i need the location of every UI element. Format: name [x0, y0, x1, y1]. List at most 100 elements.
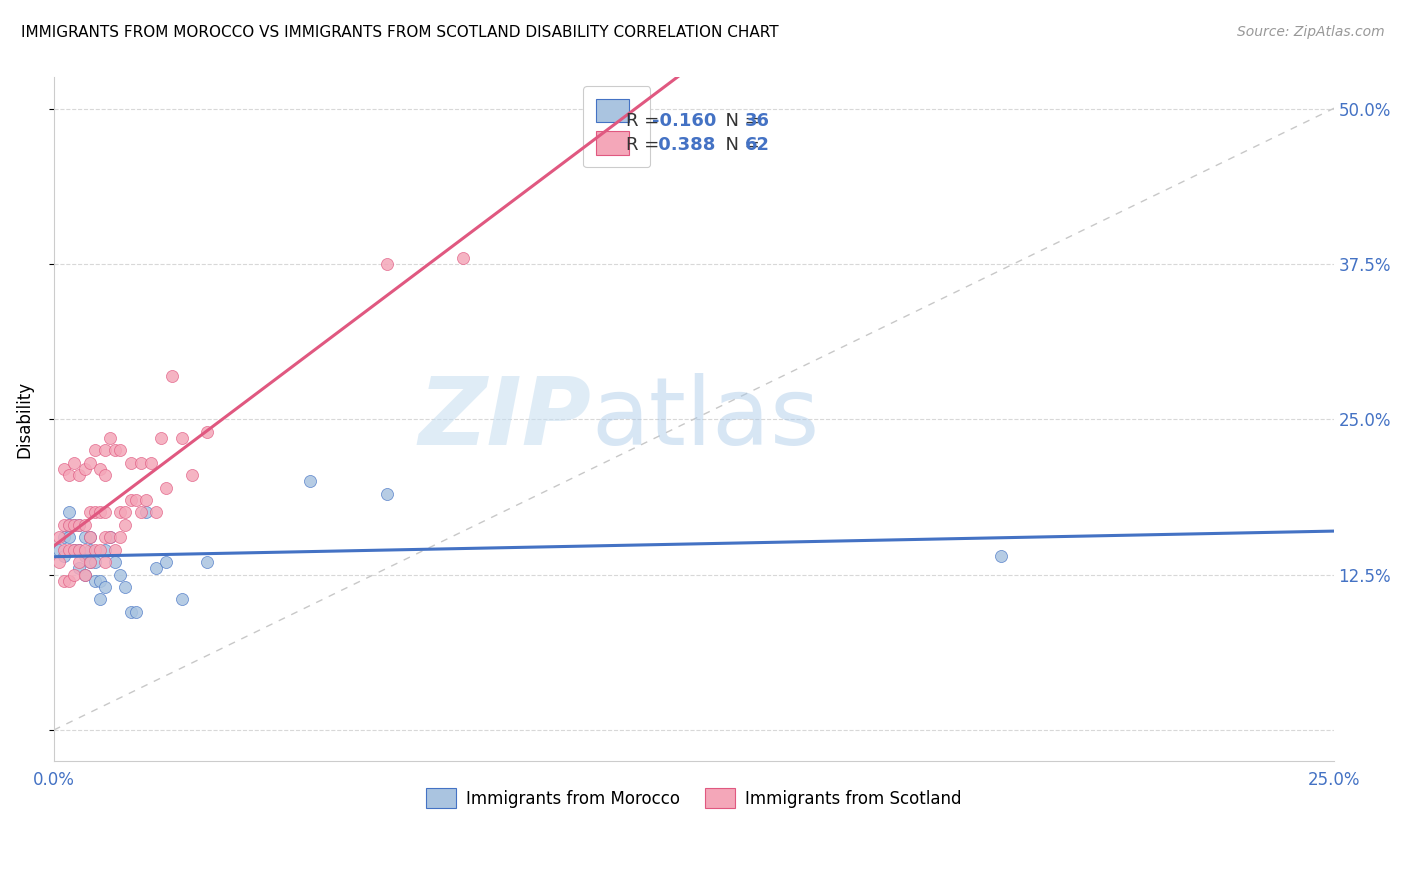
Point [67, 517, 90, 532]
Point [298, 475, 321, 489]
Point [114, 517, 136, 532]
Point [73, 549, 96, 563]
Point [110, 506, 132, 520]
Y-axis label: Disability: Disability [15, 381, 32, 458]
Point [125, 605, 148, 619]
Point [67, 517, 90, 532]
Point [110, 567, 132, 582]
Point [104, 443, 127, 458]
Point [63, 517, 86, 532]
Point [53, 517, 76, 532]
Point [53, 574, 76, 588]
Point [110, 530, 132, 544]
Point [73, 517, 96, 532]
Point [67, 542, 90, 557]
Point [83, 443, 105, 458]
Text: 0.388: 0.388 [652, 136, 716, 154]
Point [94, 468, 117, 483]
Text: N =: N = [714, 112, 766, 129]
Point [120, 456, 142, 470]
Point [67, 468, 90, 483]
Point [89, 574, 111, 588]
Point [58, 530, 80, 544]
Point [89, 506, 111, 520]
Point [79, 506, 101, 520]
Point [73, 567, 96, 582]
Point [94, 443, 117, 458]
Point [53, 549, 76, 563]
Point [114, 506, 136, 520]
Point [160, 368, 183, 383]
Point [48, 542, 70, 557]
Point [67, 542, 90, 557]
Point [73, 542, 96, 557]
Point [63, 542, 86, 557]
Point [98, 530, 121, 544]
Point [197, 555, 219, 569]
Text: -0.160: -0.160 [652, 112, 717, 129]
Point [120, 493, 142, 508]
Point [83, 542, 105, 557]
Point [453, 251, 475, 265]
Point [53, 542, 76, 557]
Point [990, 549, 1012, 563]
Point [94, 506, 117, 520]
Point [89, 592, 111, 607]
Point [48, 555, 70, 569]
Point [98, 431, 121, 445]
Point [58, 468, 80, 483]
Point [79, 456, 101, 470]
Point [375, 257, 398, 271]
Point [129, 506, 152, 520]
Point [110, 443, 132, 458]
Point [104, 555, 127, 569]
Point [145, 561, 167, 575]
Point [139, 456, 162, 470]
Point [135, 506, 157, 520]
Point [120, 605, 142, 619]
Text: 62: 62 [745, 136, 770, 154]
Point [170, 431, 193, 445]
Point [155, 555, 177, 569]
Point [150, 431, 173, 445]
Point [114, 580, 136, 594]
Point [155, 481, 177, 495]
Text: IMMIGRANTS FROM MOROCCO VS IMMIGRANTS FROM SCOTLAND DISABILITY CORRELATION CHART: IMMIGRANTS FROM MOROCCO VS IMMIGRANTS FR… [21, 25, 779, 40]
Point [129, 456, 152, 470]
Text: atlas: atlas [592, 373, 820, 466]
Point [63, 542, 86, 557]
Point [79, 555, 101, 569]
Point [375, 487, 398, 501]
Point [83, 506, 105, 520]
Point [73, 462, 96, 476]
Point [83, 574, 105, 588]
Text: R =: R = [626, 112, 665, 129]
Point [145, 506, 167, 520]
Point [89, 542, 111, 557]
Point [73, 530, 96, 544]
Text: 36: 36 [745, 112, 770, 129]
Point [94, 555, 117, 569]
Text: N =: N = [714, 136, 766, 154]
Point [67, 561, 90, 575]
Point [104, 542, 127, 557]
Text: R =: R = [626, 136, 665, 154]
Point [79, 542, 101, 557]
Point [79, 530, 101, 544]
Point [181, 468, 204, 483]
Point [58, 506, 80, 520]
Point [125, 493, 148, 508]
Point [135, 493, 157, 508]
Point [197, 425, 219, 439]
Legend: Immigrants from Morocco, Immigrants from Scotland: Immigrants from Morocco, Immigrants from… [419, 781, 969, 814]
Point [53, 462, 76, 476]
Point [83, 555, 105, 569]
Point [67, 555, 90, 569]
Point [98, 530, 121, 544]
Point [63, 456, 86, 470]
Point [79, 530, 101, 544]
Point [48, 530, 70, 544]
Point [94, 530, 117, 544]
Text: ZIP: ZIP [419, 373, 592, 466]
Point [58, 517, 80, 532]
